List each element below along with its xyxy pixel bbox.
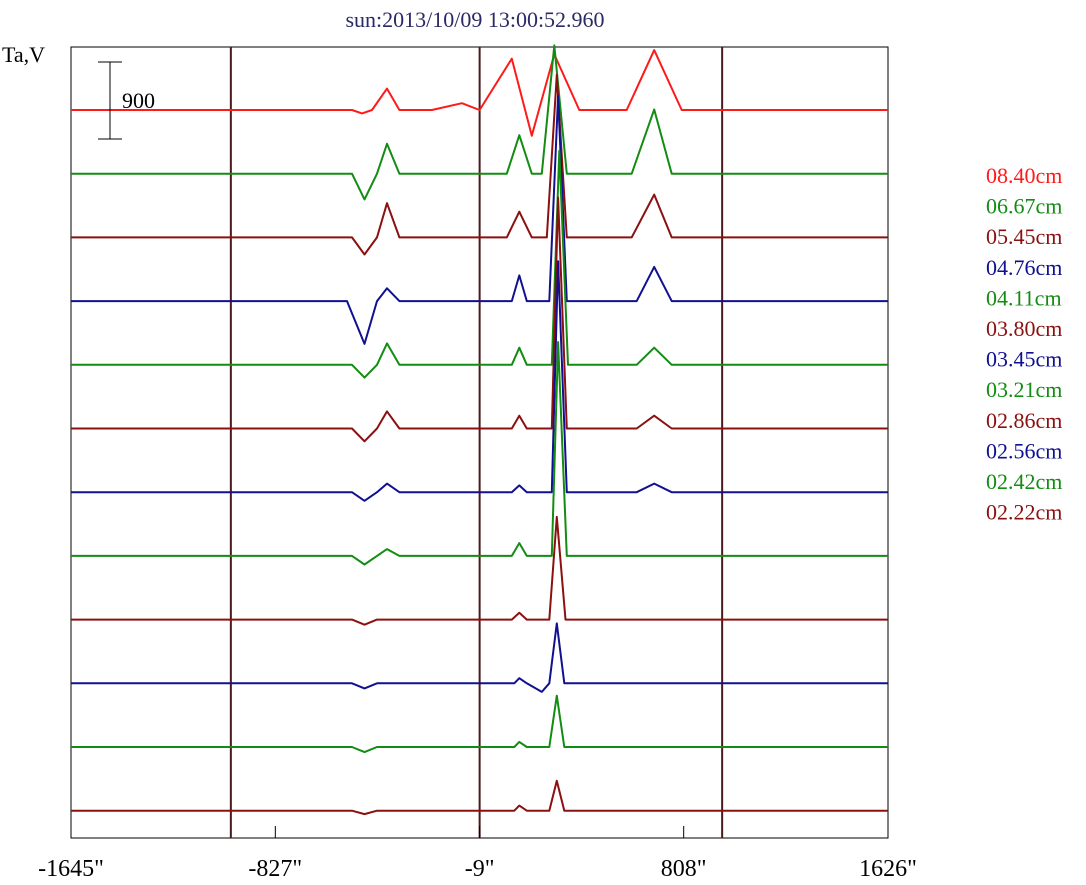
series-line-03.45cm xyxy=(71,260,888,502)
legend-entry-02.56cm: 02.56cm xyxy=(986,438,1062,463)
series-line-08.40cm xyxy=(71,49,888,137)
legend-entry-04.11cm: 04.11cm xyxy=(986,285,1062,310)
legend-entry-02.86cm: 02.86cm xyxy=(986,408,1062,433)
series-line-03.21cm xyxy=(71,341,888,566)
series-traces xyxy=(71,44,888,816)
scale-bar: 900 xyxy=(98,61,155,140)
limb-lines xyxy=(229,47,724,838)
x-tick-label-3: 808" xyxy=(661,856,707,882)
legend-entry-08.40cm: 08.40cm xyxy=(986,163,1062,188)
series-line-02.42cm xyxy=(71,694,888,754)
legend-entry-03.80cm: 03.80cm xyxy=(986,316,1062,341)
series-line-02.86cm xyxy=(71,515,888,626)
series-line-04.11cm xyxy=(71,149,888,379)
series-line-06.67cm xyxy=(71,44,888,201)
series-line-04.76cm xyxy=(71,94,888,345)
chart-title: sun:2013/10/09 13:00:52.960 xyxy=(345,7,604,32)
legend-entry-05.45cm: 05.45cm xyxy=(986,224,1062,249)
legend-entry-02.22cm: 02.22cm xyxy=(986,500,1062,525)
legend-entry-03.45cm: 03.45cm xyxy=(986,347,1062,372)
series-line-03.80cm xyxy=(71,196,888,443)
x-axis-ticks: -1645" -827" -9" 808" 1626" xyxy=(38,826,917,882)
x-tick-label-0: -1645" xyxy=(38,856,104,882)
scale-bar-label: 900 xyxy=(122,88,155,113)
x-tick-label-2: -9" xyxy=(465,856,495,882)
x-tick-label-1: -827" xyxy=(248,856,302,882)
series-line-02.56cm xyxy=(71,622,888,693)
legend-entry-02.42cm: 02.42cm xyxy=(986,469,1062,494)
legend-entry-03.21cm: 03.21cm xyxy=(986,377,1062,402)
y-axis-label: Ta,V xyxy=(2,42,45,67)
series-line-02.22cm xyxy=(71,779,888,816)
x-tick-label-4: 1626" xyxy=(859,856,917,882)
legend-entry-06.67cm: 06.67cm xyxy=(986,194,1062,219)
series-line-05.45cm xyxy=(71,73,888,256)
legend: 08.40cm 06.67cm 05.45cm 04.76cm 04.11cm 03.80… xyxy=(986,163,1062,525)
legend-entry-04.76cm: 04.76cm xyxy=(986,255,1062,280)
